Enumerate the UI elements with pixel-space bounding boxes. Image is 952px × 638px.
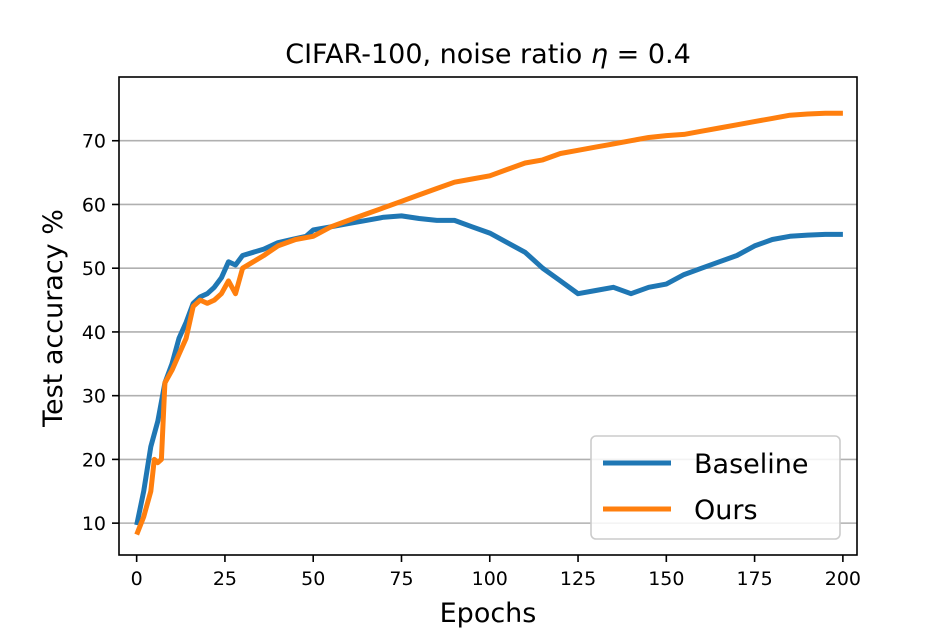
y-tick-label-30: 30 [82, 386, 106, 408]
y-tick-label-60: 60 [82, 194, 106, 216]
axes: 0 25 50 75 100 125 150 175 200 10 20 30 40 50 60 70 [82, 76, 861, 590]
y-tick-label-50: 50 [82, 258, 106, 280]
x-tick-label-100: 100 [472, 568, 508, 590]
legend: Baseline Ours [590, 435, 841, 540]
legend-label-ours: Ours [694, 495, 758, 526]
x-tick-label-25: 25 [213, 568, 237, 590]
y-tick-label-10: 10 [82, 513, 106, 535]
x-tick-label-200: 200 [825, 568, 861, 590]
x-tick-label-125: 125 [560, 568, 596, 590]
series-lines [134, 110, 843, 536]
x-tick-label-0: 0 [131, 568, 143, 590]
legend-label-baseline: Baseline [694, 449, 808, 480]
chart-title-main: CIFAR-100, noise ratio [285, 39, 591, 70]
x-axis-label: Epochs [440, 598, 537, 629]
series-line-ours [134, 110, 843, 536]
x-tick-label-75: 75 [389, 568, 413, 590]
y-tick-label-40: 40 [82, 322, 106, 344]
y-tick-label-20: 20 [82, 449, 106, 471]
x-tick-label-50: 50 [301, 568, 325, 590]
x-tick-label-150: 150 [648, 568, 684, 590]
chart-title-symbol: η [591, 39, 608, 70]
y-axis-label: Test accuracy % [38, 209, 69, 428]
chart-title-rest: = 0.4 [608, 39, 691, 70]
x-tick-label-175: 175 [736, 568, 772, 590]
plot-frame [118, 76, 858, 556]
chart-title: CIFAR-100, noise ratio η = 0.4 [285, 39, 691, 70]
y-tick-label-70: 70 [82, 131, 106, 153]
